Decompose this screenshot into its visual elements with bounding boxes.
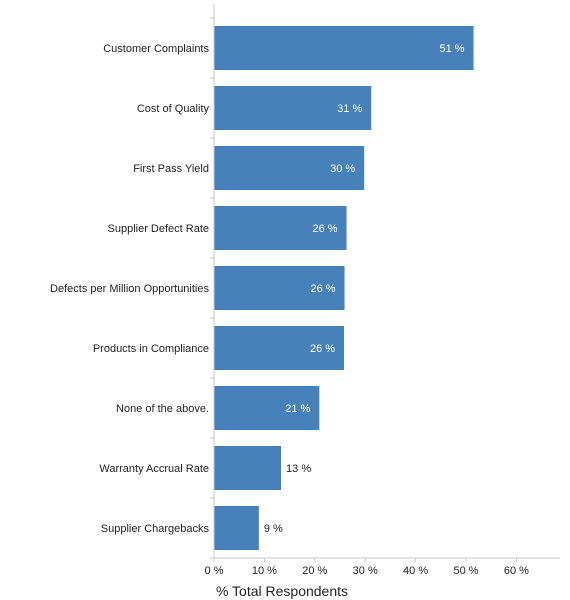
data-label: 26 % [310, 343, 335, 355]
bars-layer [214, 26, 474, 550]
category-label: Supplier Defect Rate [108, 223, 210, 235]
x-tick-label: 10 % [252, 565, 277, 577]
x-axis-ticks: 0 % 10 % 20 % 30 % 40 % 50 % 60 % [205, 558, 529, 577]
bar [214, 146, 365, 190]
bar [214, 26, 474, 70]
category-label: Defects per Million Opportunities [50, 283, 209, 295]
category-label: Customer Complaints [103, 43, 209, 55]
x-tick-label: 30 % [353, 565, 378, 577]
category-label: Supplier Chargebacks [101, 523, 210, 535]
bar [214, 506, 259, 550]
x-tick-label: 50 % [453, 565, 478, 577]
data-label: 30 % [330, 163, 355, 175]
data-label: 51 % [439, 43, 464, 55]
category-label: None of the above. [116, 403, 209, 415]
data-label: 31 % [337, 103, 362, 115]
category-label: Cost of Quality [137, 103, 210, 115]
x-tick-label: 20 % [302, 565, 327, 577]
x-tick-label: 0 % [205, 565, 224, 577]
x-tick-label: 40 % [403, 565, 428, 577]
data-label: 26 % [310, 283, 335, 295]
data-label: 21 % [285, 403, 310, 415]
category-labels: Customer Complaints Cost of Quality First … [50, 43, 209, 535]
y-axis-ticks [210, 17, 214, 559]
bar [214, 86, 372, 130]
bar [214, 386, 320, 430]
x-tick-label: 60 % [504, 565, 529, 577]
category-label: Warranty Accrual Rate [99, 463, 209, 475]
data-labels: 51 % 31 % 30 % 26 % 26 % 26 % 21 % 13 % 9 % [264, 43, 465, 535]
data-label: 13 % [286, 463, 311, 475]
bar [214, 266, 345, 310]
bar [214, 446, 282, 490]
data-label: 26 % [312, 223, 337, 235]
bar [214, 206, 347, 250]
data-label: 9 % [264, 523, 283, 535]
category-label: First Pass Yield [133, 163, 209, 175]
category-label: Products in Compliance [93, 343, 209, 355]
x-axis-title: % Total Respondents [216, 583, 348, 599]
bar [214, 326, 345, 370]
